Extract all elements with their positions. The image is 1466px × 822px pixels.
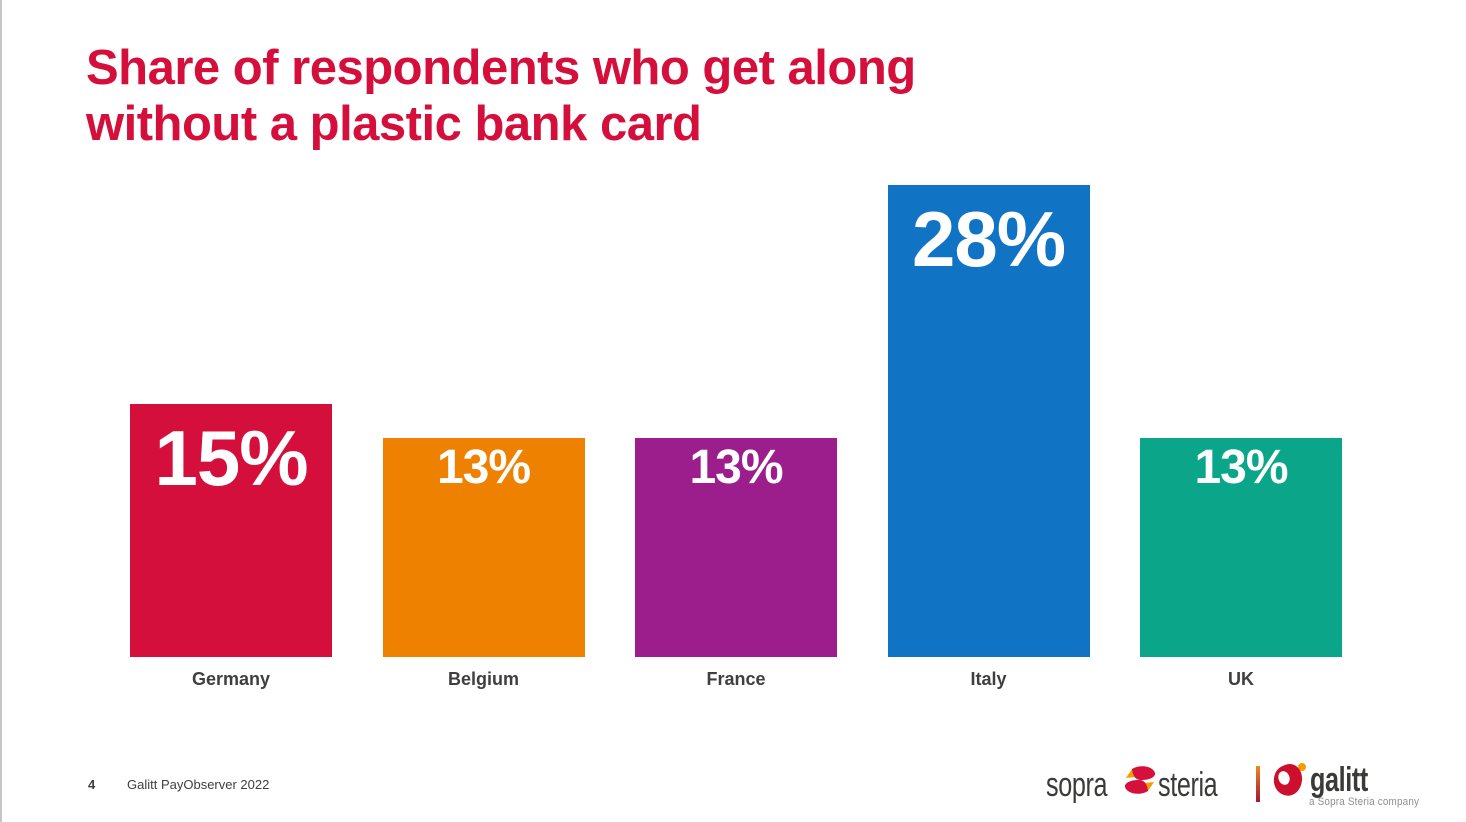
- bar-column-uk: 13% UK: [1140, 438, 1342, 690]
- footer-source-text: Galitt PayObserver 2022: [127, 777, 270, 792]
- galitt-tagline: a Sopra Steria company: [1309, 796, 1420, 808]
- bar-uk: 13%: [1140, 438, 1342, 657]
- galitt-wordmark: galitt: [1310, 761, 1368, 799]
- bar-column-france: 13% France: [635, 438, 837, 690]
- bar-category-label-italy: Italy: [970, 669, 1007, 689]
- bar-column-belgium: 13% Belgium: [382, 438, 585, 690]
- page-title-line-1: Share of respondents who get along: [86, 41, 916, 95]
- sopra-steria-s-icon: [1123, 765, 1157, 800]
- bar-column-germany: 15% Germany: [130, 404, 332, 690]
- galitt-egg-icon: [1271, 760, 1311, 807]
- logo-separator-bar: [1256, 766, 1260, 802]
- bar-value-label-uk: 13%: [1194, 441, 1288, 494]
- steria-wordmark: steria: [1158, 766, 1218, 804]
- page-number: 4: [88, 777, 96, 792]
- sopra-wordmark: sopra: [1046, 766, 1108, 804]
- page-title: Share of respondents who get along witho…: [86, 40, 1046, 152]
- bar-italy: 28%: [887, 185, 1090, 657]
- bar-category-label-belgium: Belgium: [447, 669, 519, 689]
- bar-value-label-italy: 28%: [911, 195, 1066, 283]
- bar-column-italy: 28% Italy: [887, 185, 1090, 690]
- bar-value-label-germany: 15%: [154, 414, 308, 502]
- left-edge-line: [0, 0, 2, 822]
- bar-value-label-france: 13%: [689, 441, 783, 494]
- bar-france: 13%: [635, 438, 837, 657]
- bar-category-label-uk: UK: [1228, 669, 1254, 689]
- bar-belgium: 13%: [382, 438, 585, 657]
- bar-category-label-france: France: [706, 669, 766, 689]
- page-title-line-2: without a plastic bank card: [86, 97, 702, 151]
- bar-value-label-belgium: 13%: [436, 441, 531, 494]
- bar-chart: 15% Germany 13% Belgium 13% France 28% Italy 13%…: [130, 185, 1342, 690]
- bar-germany: 15%: [130, 404, 332, 657]
- bar-category-label-germany: Germany: [191, 669, 271, 689]
